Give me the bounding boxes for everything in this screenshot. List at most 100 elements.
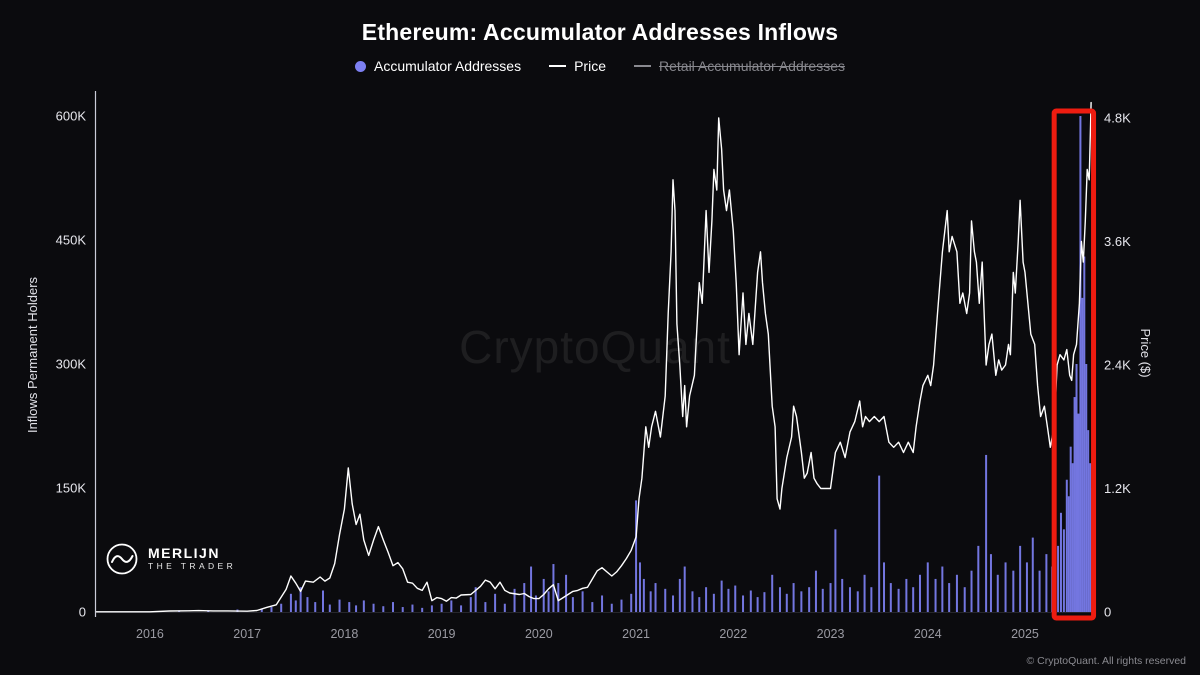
inflow-bar (1059, 512, 1062, 612)
inflow-bar (1057, 545, 1060, 612)
inflow-bar (1069, 446, 1072, 612)
inflow-bar (1083, 256, 1086, 612)
inflow-bar (948, 583, 951, 612)
y-axis-title-left: Inflows Permanent Holders (25, 276, 40, 433)
inflow-bar (808, 587, 811, 612)
legend-label: Retail Accumulator Addresses (659, 58, 845, 74)
inflow-bar (1077, 413, 1080, 612)
inflow-bar (856, 591, 859, 612)
inflow-bar (460, 605, 463, 612)
inflow-bar (785, 593, 788, 612)
inflow-bar (841, 578, 844, 612)
inflow-bar (601, 595, 604, 612)
inflow-bar (411, 604, 414, 612)
inflow-bar (571, 597, 574, 612)
inflow-bar (382, 606, 385, 612)
chart-title: Ethereum: Accumulator Addresses Inflows (361, 19, 839, 45)
inflow-bar (878, 475, 881, 612)
inflow-bar (778, 587, 781, 612)
inflow-bar (814, 570, 817, 612)
inflow-bar (1004, 562, 1007, 612)
inflow-bar (918, 574, 921, 612)
inflow-bar (1089, 463, 1092, 612)
inflow-bar (494, 593, 497, 612)
inflow-bar (678, 578, 681, 612)
inflow-bar (712, 593, 715, 612)
inflow-bar (897, 588, 900, 612)
inflow-bar (955, 574, 958, 612)
inflow-bar (638, 562, 641, 612)
highlight-box (1051, 108, 1097, 621)
inflow-bar (1065, 479, 1068, 612)
inflow-bar (705, 587, 708, 612)
inflow-bar (698, 597, 701, 612)
legend-item-accumulator-addresses[interactable]: Accumulator Addresses (355, 58, 521, 74)
inflow-bar (534, 595, 537, 612)
inflow-bar (591, 602, 594, 612)
y-left-tick-label: 300K (56, 357, 87, 372)
inflow-bar (289, 593, 292, 612)
inflow-bar (1079, 116, 1082, 612)
inflow-bar (727, 588, 730, 612)
inflow-bar (1087, 430, 1090, 612)
inflow-bar (328, 604, 331, 612)
inflow-bar (1019, 545, 1022, 612)
inflow-bar (1038, 570, 1041, 612)
inflow-bar (989, 554, 992, 612)
inflow-bar (338, 599, 341, 612)
y-left-tick-label: 600K (56, 109, 87, 124)
inflow-bar (260, 608, 263, 612)
y-left-tick-label: 0 (79, 605, 86, 620)
inflow-bar (883, 562, 886, 612)
inflow-bar (1045, 554, 1048, 612)
inflow-bar (821, 588, 824, 612)
inflow-bar (654, 583, 657, 612)
inflow-bar (749, 590, 752, 612)
inflow-bar (889, 583, 892, 612)
inflow-bar (610, 603, 613, 612)
inflow-bar (1031, 537, 1034, 612)
legend-item-retail-accumulator-addresses[interactable]: Retail Accumulator Addresses (634, 58, 845, 74)
x-tick-label: 2023 (817, 627, 845, 641)
inflow-bar (934, 578, 937, 612)
inflow-bar (270, 607, 273, 612)
inflow-bar (280, 603, 283, 612)
inflow-bar (348, 602, 351, 612)
inflow-bar (863, 574, 866, 612)
inflow-bar (691, 591, 694, 612)
copyright-credit: © CryptoQuant. All rights reserved (1026, 655, 1186, 667)
inflow-bar (1081, 297, 1084, 612)
inflow-bar (430, 605, 433, 612)
inflow-bar (905, 578, 908, 612)
inflow-bar (1073, 397, 1076, 612)
inflow-bar (372, 603, 375, 612)
y-left-tick-label: 150K (56, 481, 87, 496)
inflow-bar (362, 600, 365, 612)
inflow-bar (649, 591, 652, 612)
inflow-bar (552, 564, 555, 612)
y-left-tick-label: 450K (56, 233, 87, 248)
y-right-tick-label: 4.8K (1104, 111, 1131, 126)
inflow-bar (926, 562, 929, 612)
inflow-bar (970, 570, 973, 612)
legend-line-icon (634, 65, 651, 67)
y-right-tick-label: 1.2K (1104, 481, 1131, 496)
legend-item-price[interactable]: Price (549, 58, 606, 74)
logo-line1: MERLIJN (148, 545, 220, 561)
inflow-bar (440, 603, 443, 612)
inflow-bar (513, 588, 516, 612)
inflow-bar (1062, 529, 1065, 612)
inflow-bar (720, 580, 723, 612)
price-line (95, 101, 1092, 613)
inflow-bar (355, 605, 358, 612)
x-tick-label: 2018 (330, 627, 358, 641)
inflow-bar (941, 566, 944, 612)
inflow-bar (1012, 570, 1015, 612)
inflow-bar (848, 587, 851, 612)
inflow-bar (672, 595, 675, 612)
inflow-bar (421, 607, 424, 612)
x-tick-label: 2017 (233, 627, 261, 641)
x-tick-label: 2024 (914, 627, 942, 641)
inflow-bar (1071, 463, 1074, 612)
